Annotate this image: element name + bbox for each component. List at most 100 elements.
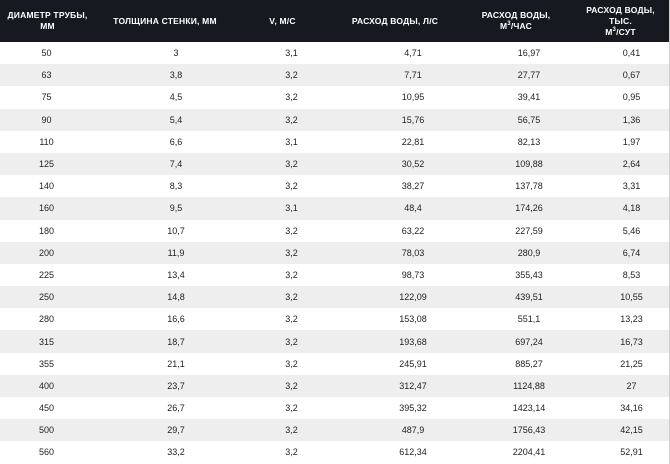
wall-thickness-cell: 8,3 (169, 181, 183, 192)
velocity-cell: 3,2 (285, 292, 298, 303)
diameter-cell: 225 (38, 269, 55, 280)
flow-m3d-cell: 0,41 (622, 48, 641, 59)
diameter-cell: 75 (41, 92, 52, 103)
wall-thickness-cell: 26,7 (167, 403, 185, 414)
flow-m3d-cell: 6,74 (622, 247, 641, 258)
diameter-cell: 125 (38, 159, 55, 170)
velocity-cell: 3,2 (285, 70, 298, 81)
flow-m3h-cell: 280,9 (517, 247, 541, 258)
flow-m3d-cell: 0,95 (622, 92, 641, 103)
flow-m3d-cell: 21,25 (620, 358, 643, 369)
flow-ls-cell: 15,76 (401, 114, 425, 125)
velocity-cell: 3,2 (285, 247, 298, 258)
diameter-cell: 140 (38, 181, 55, 192)
flow-m3h-cell: 697,24 (515, 336, 543, 347)
velocity-cell: 3,1 (285, 136, 298, 147)
velocity-cell: 3,2 (285, 425, 298, 436)
flow-m3h-cell: 16,97 (517, 48, 541, 59)
diameter-cell: 500 (38, 425, 55, 436)
wall-thickness-cell: 10,7 (167, 225, 185, 236)
header-flow-m3h-exp: 3 (507, 21, 511, 28)
velocity-cell: 3,2 (285, 181, 298, 192)
velocity-cell: 3,1 (285, 48, 298, 59)
flow-m3h-cell: 439,51 (515, 292, 543, 303)
velocity-cell: 3,2 (285, 314, 298, 325)
table-row: 140 8,3 3,2 38,27 137,78 3,31 (0, 175, 669, 198)
diameter-cell: 450 (38, 403, 55, 414)
velocity-cell: 3,2 (285, 159, 298, 170)
diameter-cell: 50 (41, 48, 52, 59)
flow-m3h-cell: 174,26 (515, 203, 543, 214)
flow-m3h-cell: 39,41 (517, 92, 541, 103)
flow-m3h-cell: 137,78 (515, 181, 543, 192)
velocity-cell: 3,2 (285, 358, 298, 369)
wall-thickness-cell: 13,4 (167, 269, 185, 280)
flow-ls-cell: 30,52 (401, 159, 425, 170)
wall-thickness-cell: 3,8 (169, 70, 183, 81)
flow-m3d-cell: 5,46 (622, 225, 641, 236)
flow-m3d-cell: 1,36 (622, 114, 641, 125)
table-row: 90 5,4 3,2 15,76 56,75 1,36 (0, 108, 669, 131)
flow-m3h-cell: 56,75 (517, 114, 541, 125)
flow-ls-cell: 10,95 (401, 92, 425, 103)
flow-ls-cell: 193,68 (399, 336, 427, 347)
header-flow-m3h: РАСХОД ВОДЫ, М3/ЧАС (460, 0, 572, 42)
velocity-cell: 3,2 (285, 336, 298, 347)
wall-thickness-cell: 23,7 (167, 380, 185, 391)
table-row: 63 3,8 3,2 7,71 27,77 0,67 (0, 64, 669, 87)
flow-ls-cell: 4,71 (404, 48, 422, 59)
flow-m3d-cell: 1,97 (622, 136, 641, 147)
header-flow-m3h-unit: М (499, 21, 508, 31)
header-wall-thickness: ТОЛЩИНА СТЕНКИ, ММ (95, 0, 235, 42)
diameter-cell: 355 (38, 358, 55, 369)
header-flow-m3h-per: /ЧАС (510, 21, 533, 31)
table-row: 450 26,7 3,2 395,32 1423,14 34,16 (0, 397, 669, 420)
wall-thickness-cell: 18,7 (167, 336, 185, 347)
table-row: 250 14,8 3,2 122,09 439,51 10,55 (0, 286, 669, 309)
flow-ls-cell: 38,27 (401, 181, 425, 192)
header-wall-thickness-label: ТОЛЩИНА СТЕНКИ, ММ (113, 15, 217, 26)
flow-m3d-cell: 10,55 (620, 292, 643, 303)
flow-ls-cell: 48,4 (404, 203, 422, 214)
wall-thickness-cell: 6,6 (169, 136, 183, 147)
velocity-cell: 3,1 (285, 203, 298, 214)
table-row: 160 9,5 3,1 48,4 174,26 4,18 (0, 197, 669, 220)
wall-thickness-cell: 11,9 (167, 247, 185, 258)
velocity-cell: 3,2 (285, 92, 298, 103)
flow-ls-cell: 395,32 (399, 403, 427, 414)
table-row: 75 4,5 3,2 10,95 39,41 0,95 (0, 86, 669, 109)
diameter-cell: 63 (41, 70, 52, 81)
flow-m3d-cell: 52,91 (620, 447, 643, 458)
flow-m3h-cell: 82,13 (517, 136, 541, 147)
flow-m3d-cell: 2,64 (622, 159, 641, 170)
table-row: 180 10,7 3,2 63,22 227,59 5,46 (0, 219, 669, 242)
wall-thickness-cell: 9,5 (169, 203, 183, 214)
table-row: 200 11,9 3,2 78,03 280,9 6,74 (0, 241, 669, 264)
header-flow-m3d-per: /СУТ (616, 26, 636, 37)
table-row: 560 33,2 3,2 612,34 2204,41 52,91 (0, 441, 669, 464)
table-row: 50 3 3,1 4,71 16,97 0,41 (0, 42, 669, 65)
wall-thickness-cell: 14,8 (167, 292, 185, 303)
wall-thickness-cell: 3 (173, 48, 179, 59)
diameter-cell: 560 (38, 447, 55, 458)
flow-m3d-cell: 34,16 (620, 403, 643, 414)
header-velocity-label: V, М/С (269, 15, 296, 26)
flow-m3d-cell: 27 (626, 380, 637, 391)
flow-m3h-cell: 227,59 (515, 225, 543, 236)
flow-ls-cell: 7,71 (404, 70, 422, 81)
flow-m3d-cell: 8,53 (622, 269, 641, 280)
flow-m3d-cell: 16,73 (620, 336, 643, 347)
flow-m3d-cell: 13,23 (620, 314, 643, 325)
header-diameter-line2: ММ (40, 21, 55, 31)
velocity-cell: 3,2 (285, 447, 298, 458)
diameter-cell: 160 (38, 203, 55, 214)
flow-m3h-cell: 885,27 (515, 358, 543, 369)
velocity-cell: 3,2 (285, 269, 298, 280)
flow-m3h-cell: 109,88 (515, 159, 543, 170)
header-flow-m3d-exp: 3 (612, 26, 617, 33)
header-diameter-line1: ДИАМЕТР ТРУБЫ, (7, 10, 88, 20)
flow-ls-cell: 78,03 (401, 247, 425, 258)
header-flow-ls: РАСХОД ВОДЫ, Л/С (330, 0, 460, 42)
diameter-cell: 400 (38, 380, 55, 391)
